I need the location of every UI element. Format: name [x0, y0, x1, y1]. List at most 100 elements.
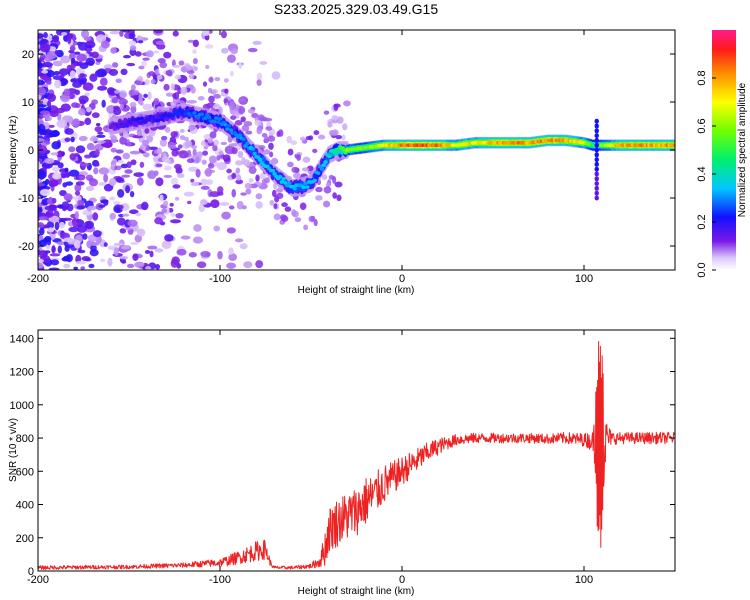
noise-blob	[56, 119, 68, 129]
ridge-spur	[594, 161, 599, 167]
noise-blob	[74, 183, 82, 192]
noise-blob	[86, 106, 92, 113]
ridge-spur	[594, 128, 599, 134]
noise-blob	[119, 204, 124, 210]
noise-blob	[240, 116, 246, 123]
noise-blob	[308, 215, 316, 223]
ridge-spur	[594, 166, 599, 172]
noise-blob	[60, 55, 71, 64]
noise-blob	[38, 161, 41, 169]
noise-blob	[296, 153, 302, 161]
noise-blob	[217, 250, 223, 260]
noise-blob	[137, 40, 144, 44]
noise-blob	[229, 70, 234, 77]
noise-blob	[227, 54, 236, 63]
noise-blob	[256, 79, 262, 86]
noise-blob	[190, 181, 200, 187]
noise-blob	[117, 159, 124, 164]
noise-blob	[133, 172, 144, 177]
noise-blob	[129, 190, 135, 198]
noise-blob	[100, 40, 110, 49]
snr-frame	[37, 329, 676, 572]
noise-blob	[93, 167, 99, 175]
noise-blob	[259, 61, 268, 65]
noise-blob	[138, 93, 143, 101]
snr-y-tick-label: 0	[28, 566, 34, 578]
noise-blob	[143, 93, 148, 99]
ridge-spur	[594, 176, 599, 182]
noise-blob	[68, 169, 80, 177]
noise-blob	[111, 97, 119, 104]
ridge-cell	[281, 176, 286, 181]
noise-blob	[52, 172, 62, 180]
noise-blob	[172, 184, 181, 189]
noise-blob	[44, 205, 55, 211]
spectrogram-y-ticks: -20 -10 0 10 20	[18, 49, 675, 253]
noise-blob	[38, 138, 45, 142]
noise-blob	[220, 30, 227, 39]
noise-blob	[39, 227, 45, 231]
noise-blob	[323, 186, 332, 194]
noise-blob	[322, 200, 331, 208]
spectrogram-y-tick: -20	[18, 241, 675, 253]
noise-blob	[228, 253, 238, 261]
noise-blob	[117, 188, 125, 198]
noise-blob	[88, 263, 95, 269]
snr-y-tick: 0	[28, 566, 675, 578]
noise-blob	[49, 253, 61, 257]
noise-blob	[113, 107, 122, 116]
noise-blob	[202, 30, 210, 37]
noise-blob	[95, 123, 101, 127]
noise-blob	[77, 199, 85, 206]
noise-blob	[172, 30, 179, 37]
noise-blob	[144, 127, 150, 134]
noise-blob	[301, 167, 310, 172]
noise-blob	[63, 88, 71, 97]
noise-blob	[78, 108, 86, 116]
noise-blob	[312, 148, 318, 154]
noise-blob	[46, 100, 52, 108]
noise-blob	[240, 192, 247, 196]
ridge-cell	[241, 137, 246, 141]
noise-blob	[39, 43, 51, 53]
noise-blob	[192, 58, 198, 65]
noise-blob	[121, 260, 127, 264]
noise-blob	[112, 62, 119, 68]
noise-blob	[74, 211, 79, 220]
noise-blob	[85, 57, 96, 66]
noise-blob	[108, 68, 119, 76]
noise-blob	[103, 183, 114, 192]
noise-blob	[147, 245, 158, 250]
noise-blob	[149, 130, 156, 137]
ridge-cell	[150, 115, 155, 119]
noise-blob	[238, 107, 243, 114]
noise-blob	[130, 241, 139, 245]
snr-y-tick: 200	[16, 533, 675, 545]
noise-blob	[153, 30, 163, 34]
noise-blob	[129, 150, 141, 155]
noise-blob	[222, 154, 231, 162]
noise-blob	[82, 82, 94, 91]
noise-blob	[115, 176, 125, 183]
noise-blob	[248, 166, 257, 175]
spectrogram-x-tick-label: 0	[399, 273, 405, 285]
ridge-cell	[250, 147, 255, 151]
snr-y-tick-label: 1400	[10, 333, 34, 345]
noise-blob	[74, 51, 81, 55]
noise-blob	[44, 235, 52, 243]
noise-blob	[129, 102, 137, 108]
noise-blob	[72, 118, 81, 128]
noise-blob	[180, 86, 188, 95]
noise-blob	[268, 142, 274, 150]
noise-blob	[109, 196, 116, 201]
noise-blob	[52, 166, 60, 172]
noise-blob	[273, 213, 281, 221]
noise-blob	[192, 49, 197, 55]
noise-blob	[157, 58, 166, 64]
noise-blob	[277, 129, 284, 137]
noise-blob	[165, 92, 174, 97]
noise-blob	[200, 140, 206, 147]
noise-blob	[130, 105, 137, 114]
noise-blob	[334, 181, 343, 188]
noise-blob	[38, 211, 43, 218]
